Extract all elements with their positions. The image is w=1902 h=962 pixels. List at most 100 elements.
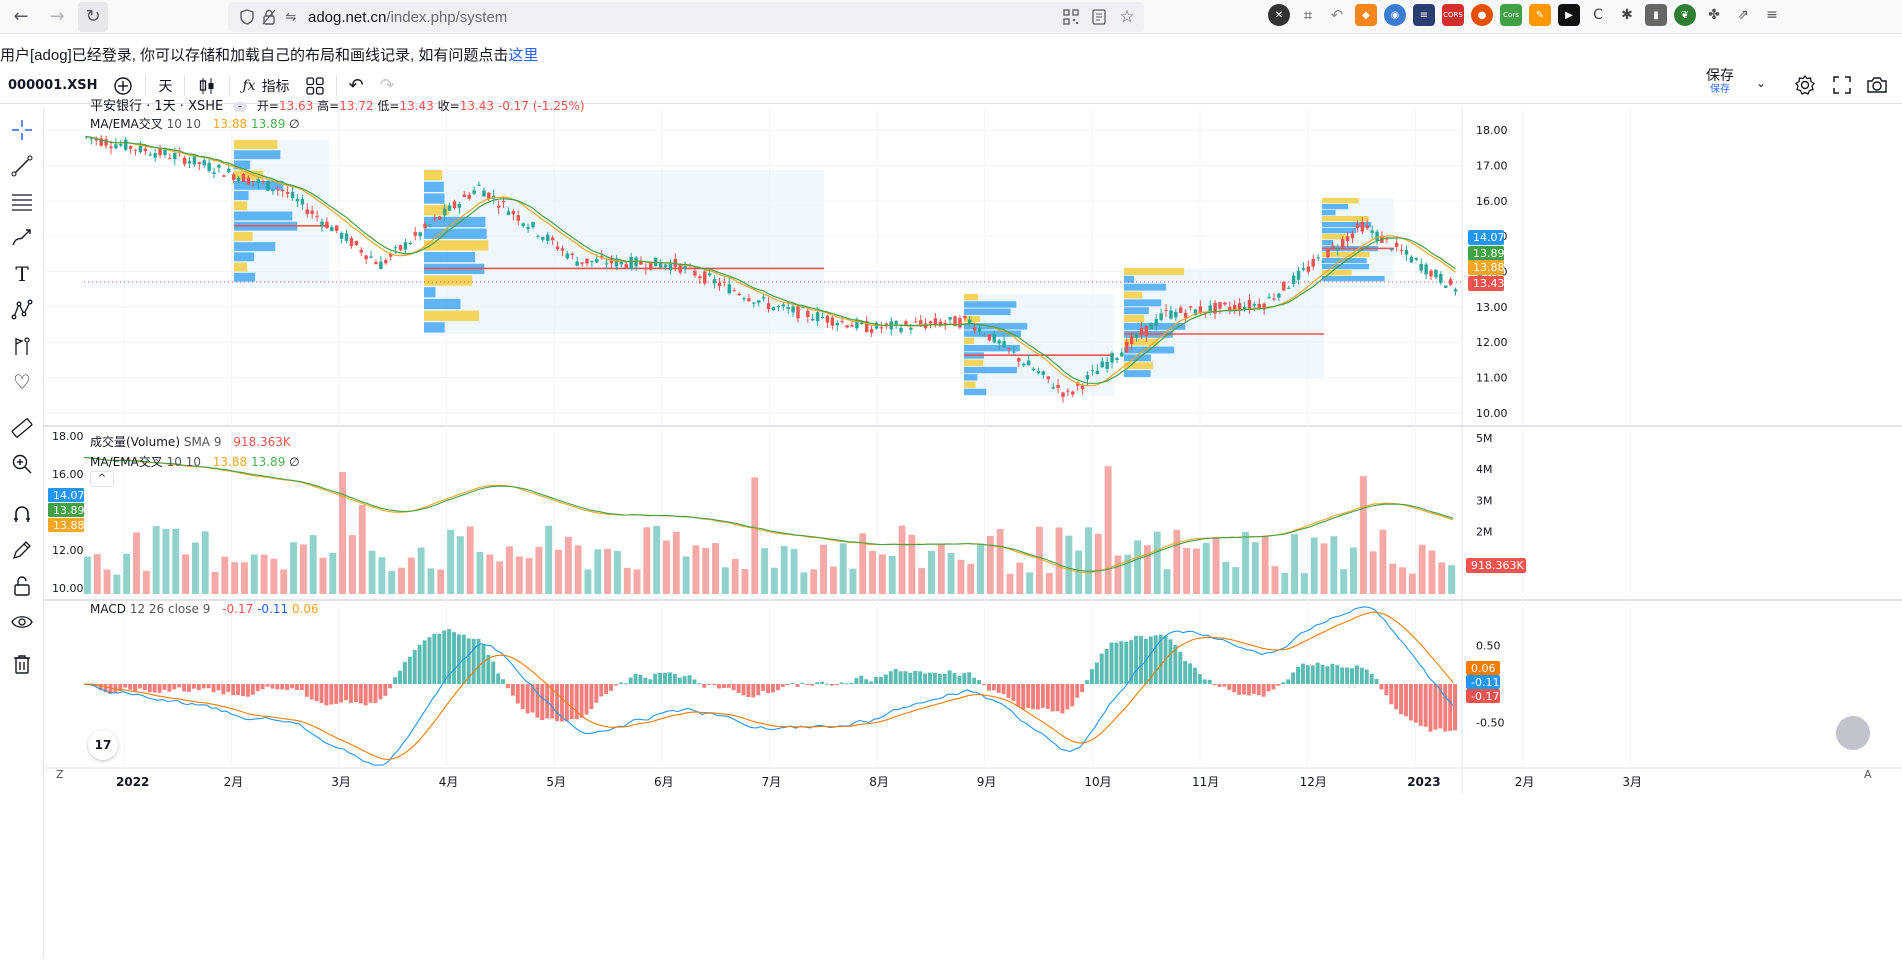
stay-in-drawing-icon[interactable] bbox=[8, 536, 36, 564]
candlestick-type-icon[interactable] bbox=[189, 71, 225, 101]
macd-badge bbox=[1466, 661, 1500, 675]
macd-legend-name[interactable]: MACD bbox=[90, 602, 126, 616]
macd-histogram-bar bbox=[982, 684, 986, 686]
crop-icon[interactable]: ⌗ bbox=[1303, 6, 1313, 24]
candle-body bbox=[1203, 312, 1207, 314]
bookmark-star-icon[interactable]: ☆ bbox=[1119, 7, 1135, 27]
extension-close-icon[interactable]: ✕ bbox=[1268, 4, 1290, 26]
grey-extension-icon[interactable]: ▮ bbox=[1645, 4, 1667, 26]
candle-body bbox=[1301, 268, 1306, 270]
ruler-icon[interactable] bbox=[8, 414, 36, 442]
symbol-search-button[interactable]: 000001.XSH bbox=[8, 78, 98, 93]
camera-screenshot-icon[interactable] bbox=[1866, 75, 1888, 99]
macd-histogram-bar bbox=[309, 684, 314, 700]
price-axis-label: 16.00 bbox=[1476, 195, 1508, 208]
pattern-icon[interactable] bbox=[8, 296, 36, 324]
time-axis-label: 8月 bbox=[869, 775, 889, 789]
chart-canvas[interactable]: 18.0017.0016.0015.0014.0013.0012.0011.00… bbox=[44, 108, 1902, 958]
toolbar-divider bbox=[229, 75, 231, 96]
share-icon[interactable]: ⇗ bbox=[1737, 7, 1749, 23]
volume-axis[interactable]: 5M4M3M2M1M918.363K18.0016.0012.0010.0014… bbox=[48, 430, 1526, 595]
macd-histogram-bar bbox=[613, 684, 618, 686]
candle-body bbox=[1267, 296, 1271, 299]
leaf-icon[interactable]: ❦ bbox=[1674, 4, 1696, 26]
tradingview-logo[interactable]: 17 bbox=[88, 730, 118, 760]
macd-histogram-bar bbox=[1266, 684, 1271, 692]
fullscreen-icon[interactable] bbox=[1832, 75, 1852, 99]
brush-icon[interactable] bbox=[8, 224, 36, 252]
volume-ma-legend-params: 10 10 bbox=[166, 455, 201, 469]
redo-icon[interactable]: ↷ bbox=[379, 75, 395, 96]
symbol-legend-title[interactable]: 平安银行 · 1天 · XSHE bbox=[90, 99, 224, 114]
candle-body bbox=[1046, 376, 1050, 380]
macd-histogram-bar bbox=[540, 684, 545, 720]
database-icon[interactable]: ≡ bbox=[1413, 4, 1435, 26]
undo-icon[interactable]: ↶ bbox=[348, 75, 364, 96]
cors-e-icon[interactable]: Cors bbox=[1500, 4, 1522, 26]
reload-icon[interactable]: ↻ bbox=[78, 1, 108, 32]
basketball-icon[interactable]: ● bbox=[1471, 4, 1493, 26]
notice-link[interactable]: 这里 bbox=[508, 47, 539, 64]
auto-scale-a-button[interactable]: A bbox=[1864, 768, 1872, 781]
lock-drawings-icon[interactable] bbox=[8, 572, 36, 600]
globe-icon[interactable]: ◉ bbox=[1384, 4, 1406, 26]
url-bar[interactable]: ⇋ adog.net.cn/index.php/system ☆ bbox=[228, 2, 1144, 32]
prediction-icon[interactable] bbox=[8, 332, 36, 360]
ma-legend-name[interactable]: MA/EMA交叉 bbox=[90, 117, 163, 131]
qr-code-icon[interactable] bbox=[1060, 6, 1082, 28]
indicators-button[interactable]: ƒx 指标 bbox=[234, 71, 297, 101]
menu-icon[interactable]: ≡ bbox=[1766, 7, 1778, 23]
magnet-icon[interactable] bbox=[8, 500, 36, 528]
undo-arrow-icon[interactable]: ↶ bbox=[1330, 6, 1344, 24]
terminal-icon[interactable]: ▶ bbox=[1558, 4, 1580, 26]
bug-icon[interactable]: ✱ bbox=[1621, 7, 1633, 23]
time-axis[interactable]: 2022 2月 3月 4月 5月 6月 7月 8月 9月 10月 11月 12月 2023 2月 3月 bbox=[116, 775, 1642, 789]
candle-body bbox=[1257, 303, 1261, 309]
chart-area[interactable]: 18.0017.0016.0015.0014.0013.0012.0011.00… bbox=[44, 99, 1902, 958]
crosshair-icon[interactable] bbox=[8, 116, 36, 144]
candle-body bbox=[452, 201, 457, 209]
zoom-in-icon[interactable] bbox=[8, 450, 36, 478]
legend-collapse-chevron-icon[interactable]: ^ bbox=[90, 471, 114, 487]
save-button[interactable]: 保存 保存 bbox=[1706, 69, 1734, 96]
price-axis[interactable]: 18.0017.0016.0015.0014.0013.0012.0011.00… bbox=[1468, 124, 1508, 420]
layout-grid-icon[interactable] bbox=[298, 71, 332, 101]
reader-view-icon[interactable] bbox=[1088, 6, 1110, 28]
forward-icon[interactable]: → bbox=[49, 6, 65, 27]
c-extension-icon[interactable]: C bbox=[1593, 7, 1603, 23]
lock-insecure-icon[interactable] bbox=[258, 6, 280, 28]
text-tool-icon[interactable]: T bbox=[15, 262, 29, 286]
candle-body bbox=[776, 306, 781, 308]
macd-axis[interactable]: 0.50 -0.50 0.06-0.11-0.17 bbox=[1466, 640, 1504, 730]
settings-gear-icon[interactable] bbox=[1794, 74, 1816, 100]
trend-line-icon[interactable] bbox=[8, 152, 36, 180]
interval-button[interactable]: 天 bbox=[158, 78, 173, 95]
delete-trash-icon[interactable] bbox=[8, 650, 36, 678]
volume-legend-name[interactable]: 成交量(Volume) bbox=[90, 435, 180, 449]
candle-body bbox=[266, 180, 270, 191]
back-icon[interactable]: ← bbox=[13, 6, 29, 27]
pencil-extension-icon[interactable]: ✎ bbox=[1529, 4, 1551, 26]
cors-icon[interactable]: CORS bbox=[1442, 4, 1464, 26]
login-notice: 用户[adog]已经登录, 你可以存储和加载自己的布局和画线记录, 如有问题点击… bbox=[0, 44, 538, 65]
macd-histogram-bar bbox=[1433, 684, 1438, 730]
metamask-fox-icon[interactable]: ◆ bbox=[1355, 4, 1377, 26]
volume-bar bbox=[810, 569, 818, 594]
candle-body bbox=[806, 310, 810, 318]
volume-ma-legend-name[interactable]: MA/EMA交叉 bbox=[90, 455, 163, 469]
shield-icon[interactable] bbox=[236, 6, 258, 28]
compare-add-icon[interactable] bbox=[105, 71, 141, 101]
save-dropdown-chevron-icon[interactable]: ⌄ bbox=[1756, 76, 1767, 90]
scroll-to-realtime-button[interactable] bbox=[1836, 716, 1870, 750]
legend-collapse-icon[interactable]: – bbox=[233, 101, 248, 112]
volume-bar bbox=[358, 504, 366, 594]
fib-retracement-icon[interactable] bbox=[8, 188, 36, 216]
volume-bar bbox=[1104, 466, 1112, 594]
hide-drawings-eye-icon[interactable] bbox=[8, 608, 36, 636]
site-settings-icon[interactable]: ⇋ bbox=[285, 9, 297, 25]
timezone-z-button[interactable]: Z bbox=[56, 768, 64, 781]
macd-histogram-bar bbox=[1364, 669, 1369, 684]
puzzle-icon[interactable]: ✤ bbox=[1708, 7, 1720, 23]
favorite-heart-icon[interactable]: ♡ bbox=[13, 370, 31, 394]
volume-bar bbox=[250, 554, 258, 594]
